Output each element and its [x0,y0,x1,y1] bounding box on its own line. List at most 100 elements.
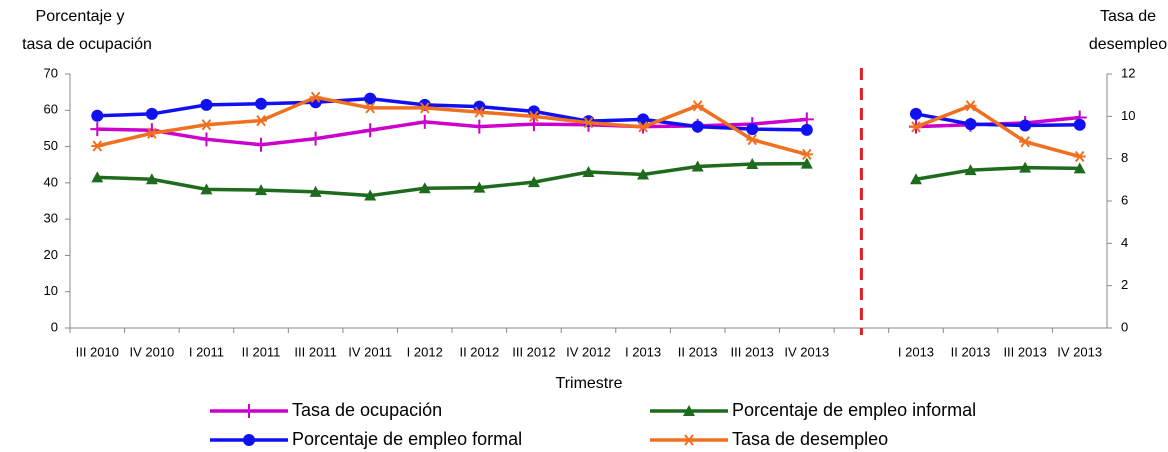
marker [91,109,104,122]
x-tick-label: I 2012 [407,344,443,359]
marker [308,131,323,146]
x-tick-label: II 2011 [242,344,281,359]
marker [683,405,695,416]
y-tick-label: 70 [44,65,58,80]
marker [91,140,104,152]
x-tick-label: IV 2013 [1057,344,1102,359]
y2-axis-title: desempleo [1089,36,1167,53]
series-line [96,95,1081,159]
marker [200,119,213,131]
marker [800,123,813,136]
marker [1073,150,1086,163]
marker [582,117,595,129]
marker [243,434,255,446]
marker [364,92,377,105]
y-tick-label: 40 [44,174,58,189]
marker [1019,119,1032,132]
y2-tick-label: 2 [1121,277,1128,292]
marker [964,118,977,131]
x-tick-label: II 2013 [951,344,991,359]
legend-label: Tasa de ocupación [292,400,442,420]
y-tick-label: 0 [51,319,58,334]
marker [527,176,540,188]
marker [309,91,322,103]
y2-tick-label: 12 [1121,65,1135,80]
y2-tick-label: 4 [1121,235,1128,250]
marker [242,404,256,418]
y2-tick-label: 10 [1121,108,1135,123]
legend-label: Porcentaje de empleo formal [292,429,522,449]
marker [91,171,104,183]
marker [199,132,214,147]
y-axis-title: Porcentaje y [36,8,125,25]
y-tick-label: 60 [44,102,58,117]
marker [364,189,377,201]
x-axis-title: Trimestre [556,375,623,392]
marker [364,102,377,114]
x-tick-label: II 2013 [678,344,718,359]
marker [637,121,650,133]
marker [473,106,486,118]
marker [200,183,213,195]
y-tick-label: 20 [44,247,58,262]
marker [145,107,158,120]
marker [255,114,268,127]
marker [746,123,759,136]
marker [255,97,268,110]
y2-tick-label: 8 [1121,150,1128,165]
marker [683,434,695,446]
marker [527,110,540,122]
y2-tick-label: 0 [1121,319,1128,334]
x-tick-label: II 2012 [459,344,499,359]
marker [746,157,759,169]
x-tick-label: I 2013 [898,344,934,359]
marker [800,157,813,169]
marker [691,160,704,172]
marker [1073,162,1086,174]
marker [417,114,432,129]
marker [909,107,922,120]
marker [472,119,487,134]
marker [309,185,322,197]
marker [418,102,431,114]
marker [1019,136,1032,148]
marker [964,100,977,112]
legend-label: Tasa de desempleo [732,429,888,449]
y-tick-label: 10 [44,283,58,298]
marker [145,173,158,185]
x-tick-label: IV 2011 [348,344,392,359]
x-tick-label: I 2011 [189,344,224,359]
x-tick-label: I 2013 [625,344,661,359]
marker [526,117,541,132]
x-tick-label: IV 2013 [784,344,829,359]
marker [90,122,105,137]
marker [637,168,650,180]
x-tick-label: III 2011 [294,344,336,359]
marker [691,100,704,112]
x-tick-label: III 2013 [731,344,774,359]
marker [255,184,268,196]
y-axis-title: tasa de ocupación [22,36,152,53]
y-tick-label: 30 [44,211,58,226]
x-tick-label: IV 2010 [129,344,174,359]
marker [1073,118,1086,131]
marker [691,120,704,133]
y2-tick-label: 6 [1121,192,1128,207]
marker [418,182,431,194]
x-tick-label: III 2010 [76,344,119,359]
marker [582,165,595,177]
marker [964,164,977,176]
marker [254,137,269,152]
y-tick-label: 50 [44,138,58,153]
x-tick-label: III 2012 [512,344,555,359]
marker [746,133,759,146]
marker [200,98,213,111]
y2-axis-title: Tasa de [1100,8,1156,25]
marker [909,173,922,185]
marker [145,127,158,139]
marker [363,123,378,138]
marker [1019,161,1032,173]
marker [909,121,922,133]
x-tick-label: III 2013 [1003,344,1046,359]
